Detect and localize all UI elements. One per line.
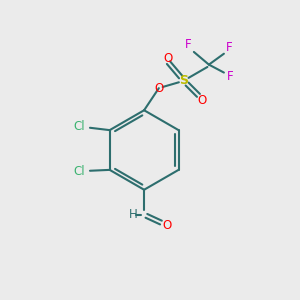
Text: O: O <box>154 82 164 95</box>
Text: F: F <box>226 41 233 54</box>
Text: Cl: Cl <box>74 165 85 178</box>
Text: O: O <box>163 52 172 64</box>
Text: S: S <box>179 74 188 87</box>
Text: O: O <box>163 219 172 232</box>
Text: F: F <box>185 38 192 51</box>
Text: Cl: Cl <box>74 120 85 133</box>
Text: F: F <box>227 70 234 83</box>
Text: H: H <box>128 208 137 221</box>
Text: O: O <box>198 94 207 107</box>
